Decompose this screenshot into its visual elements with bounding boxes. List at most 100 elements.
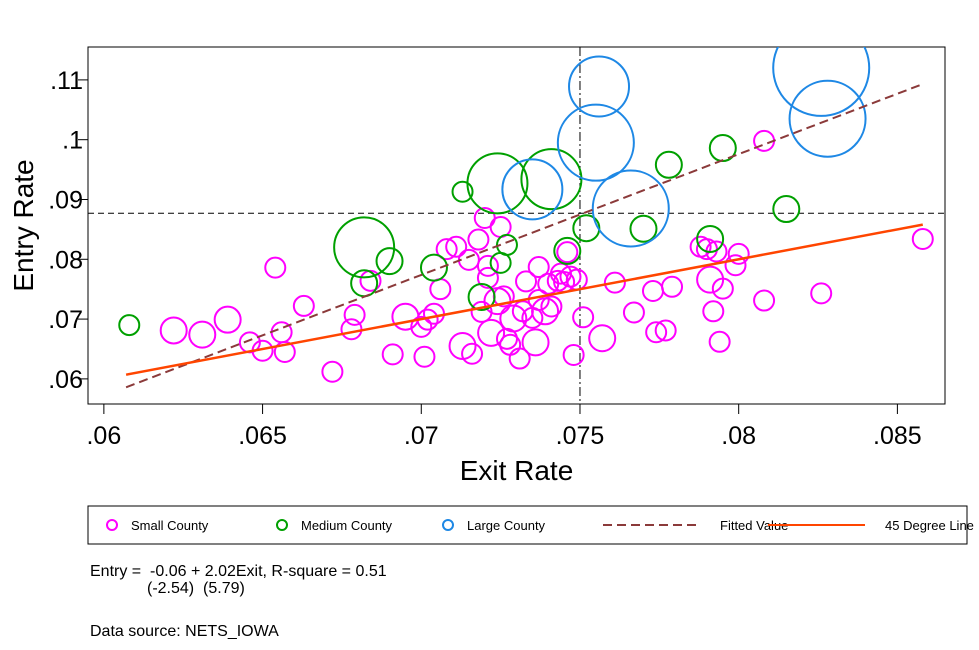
data-point [588,324,617,353]
data-point [568,55,631,118]
x-tick-label: .065 [238,422,287,450]
data-point [461,342,484,365]
data-point [622,301,645,324]
data-point [911,227,934,250]
data-point [788,79,867,158]
data-point [562,343,585,366]
x-tick-label: .085 [873,422,922,450]
data-point [391,302,420,331]
data-point [118,314,141,337]
plot-area [87,46,946,405]
data-point [520,148,583,211]
data-point [753,289,776,312]
x-axis-title: Exit Rate [460,455,574,486]
y-tick-label: .11 [50,67,83,95]
data-point [457,248,480,271]
data-point [603,271,626,294]
data-point [527,256,550,279]
legend-marker [442,519,454,531]
y-tick-label: .09 [48,186,83,214]
data-point [495,233,518,256]
data-point [410,315,433,338]
data-point [654,150,683,179]
data-point [445,235,468,258]
fitted-value-line [125,83,924,389]
data-point [499,333,522,356]
data-point [419,253,448,282]
data-point [159,316,188,345]
legend-label: Medium County [301,518,393,533]
data-point [711,277,734,300]
legend-label: Small County [131,518,209,533]
legend-label: 45 Degree Line [885,518,974,533]
legend-label: Large County [467,518,546,533]
plot-content [88,47,945,404]
legend-item: Small County [106,518,209,533]
data-point [641,279,664,302]
series-small-county [159,129,934,383]
data-point [772,195,801,224]
data-point [483,287,512,316]
data-point [188,320,217,349]
data-point [333,216,396,279]
data-point [572,214,601,243]
data-point [556,241,579,264]
data-point [696,265,725,294]
x-tick-label: .075 [556,422,605,450]
data-point [451,180,474,203]
legend-item: 45 Degree Line [768,518,974,533]
data-point [292,294,315,317]
legend-marker [106,519,118,531]
data-point [477,318,506,347]
legend-label: Fitted Value [720,518,788,533]
data-point [702,300,725,323]
data-point [499,304,528,333]
series-medium-county [118,134,801,337]
data-point [476,266,499,289]
data-point [413,345,436,368]
y-tick-label: .06 [48,366,83,394]
y-tick-label: .1 [62,127,83,155]
data-source-note: Data source: NETS_IOWA [90,623,279,640]
data-point [708,330,731,353]
data-point [467,228,490,251]
regression-equation: Entry = -0.06 + 2.02Exit, R-square = 0.5… [90,563,387,580]
data-point [629,214,658,243]
data-point [727,242,750,265]
axes: .06 .065 .07 .075 .08 .085 .06 .07 .08 .09 .1 .11 Ex… [8,67,922,486]
data-point [429,278,452,301]
data-point [661,275,684,298]
data-point [340,318,363,341]
data-point [540,295,563,318]
data-point [508,347,531,370]
data-point [696,224,725,253]
45-degree-line-line [125,223,924,376]
data-point [321,360,344,383]
data-point [645,321,668,344]
data-point [213,305,242,334]
data-point [556,103,635,182]
data-point [654,319,677,342]
data-point [553,236,582,265]
data-point [531,297,560,326]
data-point [572,306,595,329]
data-point [343,303,366,326]
y-axis-title: Entry Rate [8,159,39,291]
y-tick-label: .08 [48,246,83,274]
data-point [375,247,404,276]
series-large-county [501,47,871,248]
data-point [772,47,871,117]
data-point [521,328,550,357]
regression-tstats: (-2.54) (5.79) [147,580,245,597]
data-point [501,158,564,221]
data-point [810,282,833,305]
data-point [466,152,529,215]
data-point [476,254,499,277]
data-point [264,256,287,279]
data-point [422,302,445,325]
x-tick-label: .07 [404,422,439,450]
data-point [724,254,747,277]
data-point [591,169,670,248]
y-tick-label: .07 [48,306,83,334]
